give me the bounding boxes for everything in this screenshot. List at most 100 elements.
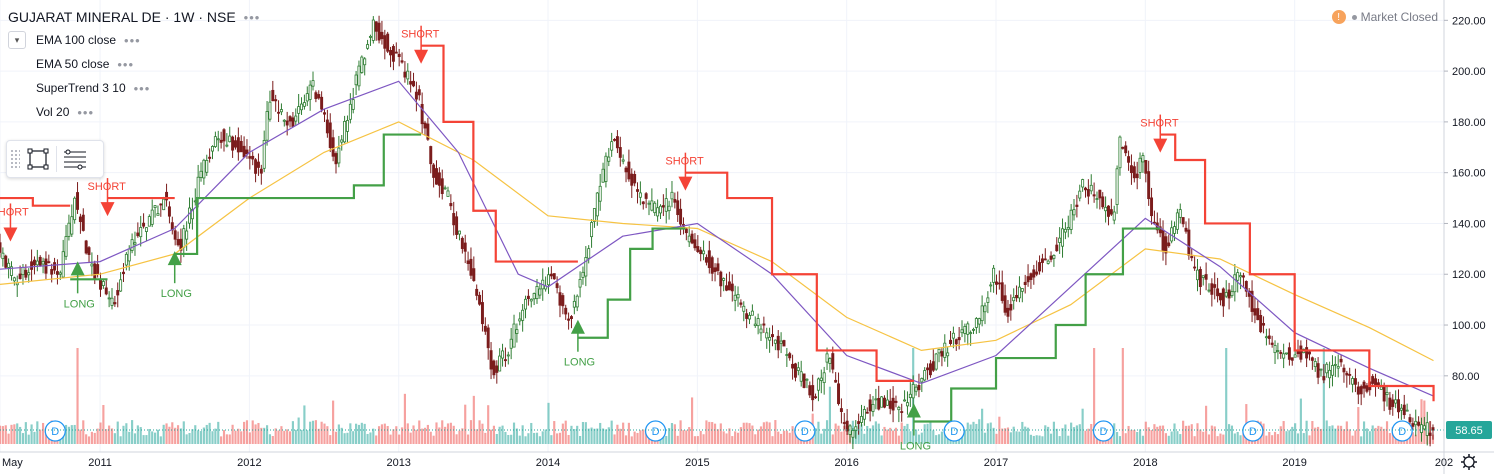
candle <box>785 354 789 356</box>
long-signal-label: LONG <box>564 357 595 369</box>
indicator-row-supertrend[interactable]: SuperTrend 3 10 ••• <box>8 76 260 100</box>
volume-bar <box>624 435 628 444</box>
candle <box>1 252 5 260</box>
candle <box>509 338 513 349</box>
volume-bar <box>923 424 926 444</box>
volume-bar <box>1170 431 1173 444</box>
volume-bar <box>587 428 590 444</box>
indicator-row-ema100[interactable]: ▾ EMA 100 close ••• <box>8 28 260 52</box>
volume-bar <box>409 432 412 444</box>
candle <box>397 53 401 58</box>
candle <box>903 399 907 402</box>
candle <box>58 272 62 275</box>
last-price-value: 58.65 <box>1455 425 1483 437</box>
drag-handle-icon[interactable] <box>10 149 20 169</box>
volume-bar <box>668 428 671 444</box>
volume-bar <box>452 425 455 444</box>
volume-bar <box>561 423 564 444</box>
price-tick-label: 140.00 <box>1452 218 1486 230</box>
more-dots-icon[interactable]: ••• <box>243 9 261 25</box>
volume-bar <box>840 431 843 444</box>
candle <box>205 160 209 173</box>
candle <box>641 201 645 205</box>
volume-bar <box>1371 425 1374 444</box>
volume-bar <box>1262 423 1265 444</box>
drawing-toolbox[interactable] <box>6 140 104 178</box>
long-signal-arrow <box>570 319 585 334</box>
candle <box>383 35 387 49</box>
candle <box>1362 381 1366 389</box>
candle <box>30 261 34 270</box>
candle <box>969 332 973 334</box>
candle <box>213 136 217 148</box>
volume-bar <box>317 428 320 444</box>
candle <box>908 393 912 398</box>
candle <box>524 298 527 310</box>
candle <box>928 363 932 376</box>
candle <box>211 146 214 152</box>
volume-bar <box>762 422 765 444</box>
volume-bar <box>765 421 768 444</box>
candle <box>1098 189 1102 199</box>
rectangle-tool-icon[interactable] <box>20 144 56 174</box>
volume-bar <box>1202 431 1205 444</box>
candle <box>216 138 220 141</box>
symbol-title-row[interactable]: GUJARAT MINERAL DE · 1W · NSE ••• <box>8 6 260 28</box>
candle <box>239 140 243 153</box>
volume-bar <box>906 423 909 444</box>
volume-bar <box>1044 425 1047 444</box>
candle <box>41 260 45 265</box>
volume-bar <box>622 422 625 444</box>
candle <box>1264 336 1268 339</box>
candle <box>1144 160 1148 174</box>
volume-bar <box>268 434 272 444</box>
candle <box>1118 136 1122 169</box>
supertrend-up-segment <box>577 227 686 339</box>
volume-bar <box>205 424 208 444</box>
market-status[interactable]: ! Market Closed <box>1331 10 1438 24</box>
more-dots-icon[interactable]: ••• <box>117 56 135 72</box>
candle <box>90 263 94 267</box>
volume-bar <box>788 432 791 444</box>
candle <box>1058 237 1062 243</box>
volume-bar <box>1334 428 1337 444</box>
object-tree-icon[interactable] <box>57 144 93 174</box>
candle <box>343 121 347 143</box>
volume-bar <box>151 431 154 444</box>
candle <box>127 248 131 262</box>
candle <box>64 236 68 257</box>
candle <box>10 266 13 276</box>
volume-bar <box>202 427 205 444</box>
candle <box>282 119 286 122</box>
candle <box>4 255 8 268</box>
candle <box>1308 351 1311 355</box>
gear-icon[interactable] <box>1461 454 1477 470</box>
volume-bar <box>995 433 998 444</box>
candle <box>598 185 602 202</box>
volume-bar <box>87 436 91 444</box>
more-dots-icon[interactable]: ••• <box>124 32 141 48</box>
indicator-row-volume[interactable]: Vol 20 ••• <box>8 100 260 124</box>
volume-bar <box>986 423 989 444</box>
candle <box>1224 292 1228 297</box>
candle <box>1267 335 1271 339</box>
candle <box>538 288 542 296</box>
volume-bar <box>346 432 349 444</box>
candle <box>1221 288 1225 307</box>
indicator-row-ema50[interactable]: EMA 50 close ••• <box>8 52 260 76</box>
more-dots-icon[interactable]: ••• <box>77 104 95 120</box>
candle <box>93 263 97 280</box>
volume-bar <box>1342 429 1346 444</box>
more-dots-icon[interactable]: ••• <box>133 80 151 96</box>
volume-bar <box>237 428 240 444</box>
volume-bar <box>567 434 570 444</box>
volume-bar <box>1380 426 1383 444</box>
candle <box>1204 274 1208 280</box>
chevron-down-icon[interactable]: ▾ <box>8 31 26 49</box>
volume-bar <box>1205 405 1208 444</box>
candle <box>1285 352 1288 355</box>
volume-bar <box>596 428 599 444</box>
volume-bar <box>1325 420 1328 444</box>
candle <box>1233 274 1237 293</box>
